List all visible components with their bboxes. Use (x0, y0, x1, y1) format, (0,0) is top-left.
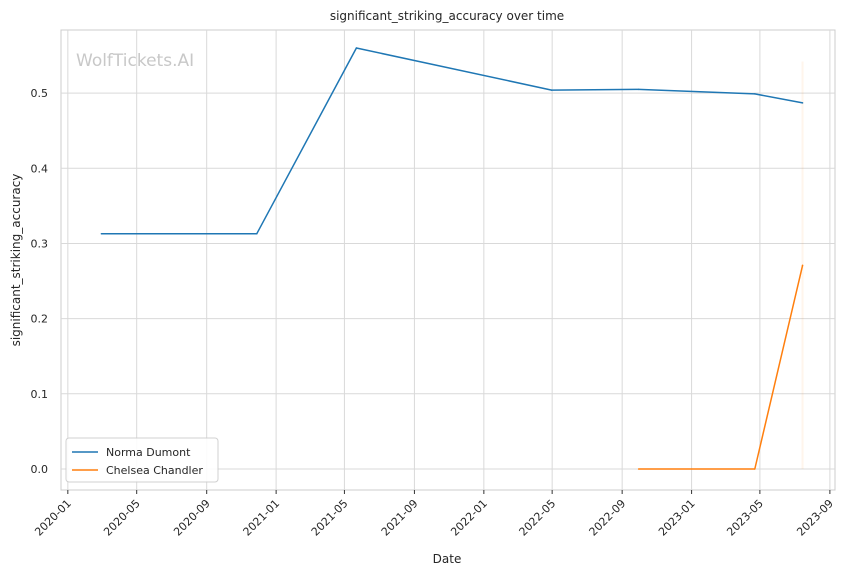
watermark-logo: WolfTickets.AI (76, 51, 194, 71)
y-tick-label: 0.3 (31, 237, 49, 250)
x-tick-label: 2023-09 (794, 497, 836, 539)
x-tick-label: 2023-01 (656, 497, 698, 539)
legend: Norma Dumont Chelsea Chandler (65, 437, 219, 483)
y-axis-label: significant_striking_accuracy (9, 174, 23, 347)
data-point (754, 468, 756, 470)
legend-label: Norma Dumont (106, 446, 191, 459)
x-tick-label: 2020-09 (171, 497, 213, 539)
y-axis-ticks: 0.0 0.1 0.2 0.3 0.4 0.5 (31, 87, 49, 476)
data-point (637, 468, 640, 470)
x-axis-label: Date (433, 552, 462, 566)
x-tick-label: 2021-01 (241, 497, 283, 539)
data-point (100, 232, 103, 235)
data-point (801, 102, 804, 104)
x-axis-ticks: 2020-01 2020-05 2020-09 2021-01 2021-05 2021-… (32, 490, 836, 539)
legend-box (65, 437, 219, 483)
legend-label: Chelsea Chandler (106, 464, 203, 477)
y-tick-label: 0.4 (31, 162, 49, 175)
y-tick-label: 0.1 (31, 388, 49, 401)
y-tick-label: 0.0 (31, 463, 49, 476)
x-tick-label: 2022-01 (448, 497, 490, 539)
series-layer (100, 47, 804, 470)
data-point (754, 93, 756, 95)
y-tick-label: 0.5 (31, 87, 49, 100)
y-tick-label: 0.2 (31, 313, 49, 326)
data-point (256, 232, 258, 235)
data-point (355, 47, 358, 49)
x-tick-label: 2023-05 (724, 497, 766, 539)
data-point (550, 89, 553, 91)
x-tick-label: 2020-05 (101, 497, 143, 539)
x-tick-label: 2022-09 (587, 497, 629, 539)
data-point (637, 88, 640, 91)
x-tick-label: 2020-01 (32, 497, 74, 539)
chart-title: significant_striking_accuracy over time (330, 9, 564, 23)
x-tick-label: 2022-05 (517, 497, 559, 539)
data-point (801, 264, 804, 267)
x-tick-label: 2021-09 (379, 497, 421, 539)
plot-area (60, 29, 836, 491)
x-tick-label: 2021-05 (309, 497, 351, 539)
